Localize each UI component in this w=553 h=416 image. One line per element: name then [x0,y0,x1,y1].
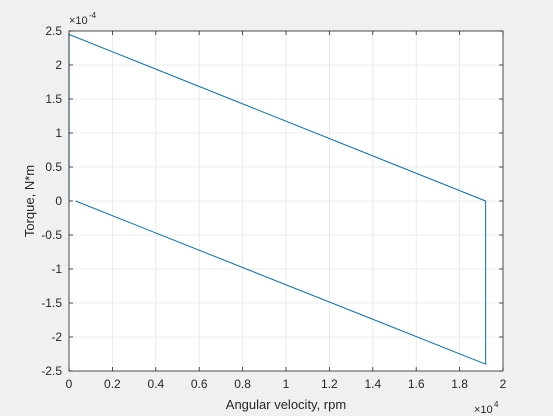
x-tick-label: 0.8 [234,377,251,391]
x-tick-label: 1.8 [451,377,468,391]
axis-ticks: 0 0.2 0.4 0.6 0.8 1 1.2 1.4 1.6 1.8 2 -2.5 -2 -1.5 -1 -… [41,24,506,391]
y-tick-label: 2.5 [45,24,62,38]
y-tick-label: -2.5 [41,364,62,378]
x-tick-label: 0.4 [147,377,164,391]
y-tick-label: -2 [51,330,62,344]
x-axis-label: Angular velocity, rpm [226,397,346,412]
y-axis-label: Torque, N*m [22,165,37,237]
y-tick-label: -0.5 [41,228,62,242]
y-tick-label: 0.5 [45,160,62,174]
x-tick-label: 1.2 [321,377,338,391]
x-multiplier-exponent: 4 [494,400,499,409]
y-multiplier: ×10 [69,15,88,27]
y-exponent-label: ×10 -4 [69,11,97,27]
y-tick-label: -1.5 [41,296,62,310]
x-tick-label: 0 [66,377,73,391]
x-tick-label: 2 [500,377,507,391]
x-tick-label: 0.6 [191,377,208,391]
y-tick-label: 2 [55,58,62,72]
y-tick-label: 1 [55,126,62,140]
x-multiplier: ×10 [474,404,493,416]
x-tick-label: 1.6 [408,377,425,391]
x-exponent-label: ×10 4 [474,400,499,416]
y-tick-label: 0 [55,194,62,208]
x-tick-label: 0.2 [104,377,121,391]
y-multiplier-exponent: -4 [89,11,97,20]
x-tick-label: 1 [283,377,290,391]
y-tick-label: 1.5 [45,92,62,106]
x-tick-label: 1.4 [364,377,381,391]
y-tick-label: -1 [51,262,62,276]
